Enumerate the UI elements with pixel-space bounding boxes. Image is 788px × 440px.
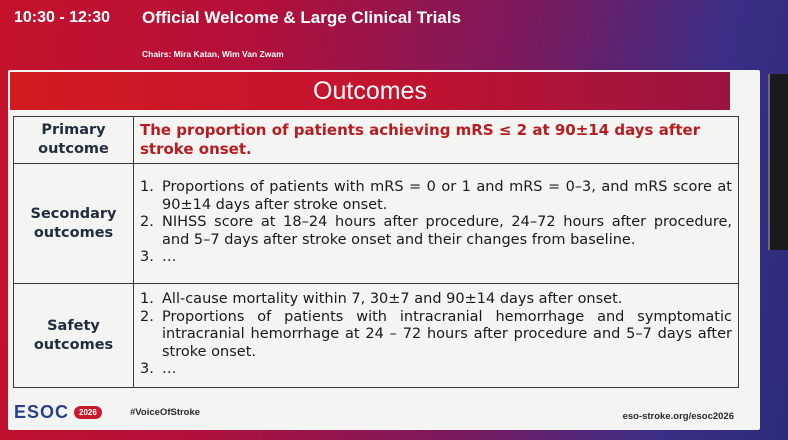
- slide-title: Outcomes: [10, 72, 730, 110]
- item-text: Proportions of patients with intracrania…: [162, 308, 732, 360]
- session-chairs: Chairs: Mira Katan, Wim Van Zwam: [142, 49, 284, 59]
- row-label: Primary outcome: [13, 116, 134, 164]
- row-label: Safety outcomes: [13, 283, 134, 388]
- hashtag: #VoiceOfStroke: [130, 407, 201, 418]
- primary-outcome-cell: The proportion of patients achieving mRS…: [133, 116, 739, 164]
- item-number: 2.: [140, 214, 154, 231]
- safety-outcomes-cell: 1. All-cause mortality within 7, 30±7 and…: [133, 283, 739, 388]
- esoc-logo: ESOC 2026: [14, 402, 102, 423]
- item-text: …: [162, 249, 177, 266]
- list-item: 1. All-cause mortality within 7, 30±7 and…: [140, 291, 732, 309]
- list-item: 3. …: [140, 361, 732, 379]
- secondary-outcomes-cell: 1. Proportions of patients with mRS = 0 o…: [133, 163, 739, 284]
- item-text: …: [162, 361, 177, 378]
- row-label: Secondary outcomes: [13, 163, 134, 284]
- primary-outcome-text: The proportion of patients achieving mRS…: [140, 120, 701, 158]
- session-time: 10:30 - 12:30: [14, 9, 111, 26]
- item-text: NIHSS score at 18–24 hours after procedu…: [162, 214, 732, 248]
- safety-outcomes-list: 1. All-cause mortality within 7, 30±7 and…: [140, 291, 732, 379]
- list-item: 3. …: [140, 249, 732, 267]
- outcomes-table: Primary outcome The proportion of patien…: [13, 116, 739, 388]
- item-number: 3.: [140, 361, 154, 378]
- item-number: 2.: [140, 308, 154, 325]
- list-item: 2. NIHSS score at 18–24 hours after proce…: [140, 214, 732, 249]
- table-row: Safety outcomes 1. All-cause mortality wi…: [13, 283, 739, 388]
- presentation-slide: Outcomes Primary outcome The proportion …: [8, 70, 760, 430]
- list-item: 1. Proportions of patients with mRS = 0 o…: [140, 179, 732, 214]
- side-screen-panel: [768, 74, 788, 250]
- secondary-outcomes-list: 1. Proportions of patients with mRS = 0 o…: [140, 179, 732, 267]
- logo-year-badge: 2026: [74, 406, 102, 419]
- item-number: 1.: [140, 179, 154, 196]
- item-text: All-cause mortality within 7, 30±7 and 9…: [162, 291, 623, 308]
- item-number: 3.: [140, 249, 154, 266]
- logo-text: ESOC: [14, 402, 70, 422]
- list-item: 2. Proportions of patients with intracran…: [140, 309, 732, 362]
- session-title: Official Welcome & Large Clinical Trials: [142, 8, 462, 27]
- item-number: 1.: [140, 291, 154, 308]
- footer-url: eso-stroke.org/esoc2026: [622, 411, 734, 422]
- item-text: Proportions of patients with mRS = 0 or …: [162, 179, 732, 213]
- session-bar: 10:30 - 12:30 Official Welcome & Large C…: [0, 0, 788, 72]
- table-row: Secondary outcomes 1. Proportions of pati…: [13, 163, 739, 284]
- table-row: Primary outcome The proportion of patien…: [13, 116, 739, 164]
